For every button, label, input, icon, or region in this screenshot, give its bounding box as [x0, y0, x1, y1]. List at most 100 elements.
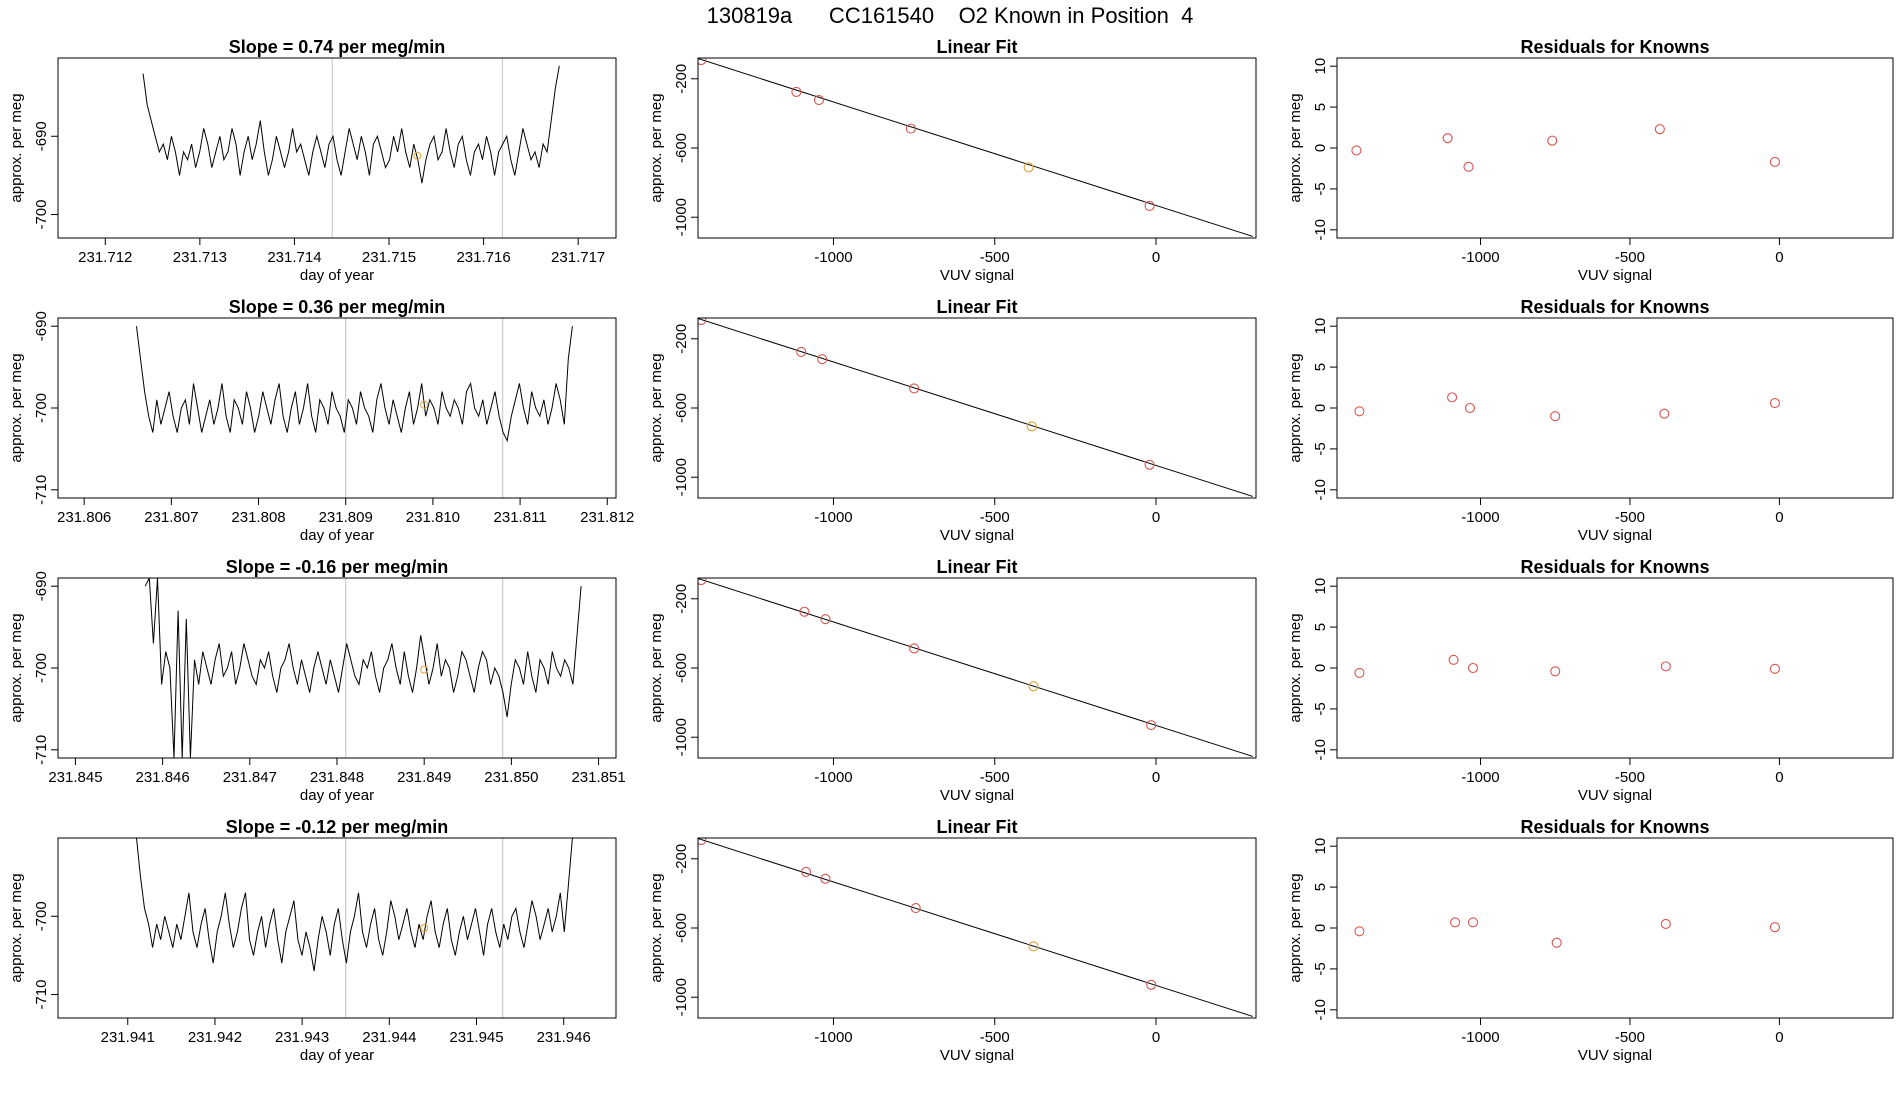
known-point: [1146, 720, 1157, 731]
x-tick-label: 231.812: [580, 509, 634, 526]
y-axis-label: approx. per meg: [8, 93, 25, 202]
x-axis-label: day of year: [300, 1047, 374, 1064]
known-point: [1450, 917, 1461, 928]
y-axis-label: approx. per meg: [8, 353, 25, 462]
known-point: [1551, 937, 1562, 948]
x-tick-label: -1000: [1461, 509, 1499, 526]
current-point-marker: [413, 151, 422, 160]
current-point: [1028, 941, 1039, 952]
y-tick-label: -600: [673, 913, 690, 943]
y-tick-label: -1000: [673, 718, 690, 756]
x-tick-label: 231.717: [551, 249, 605, 266]
x-axis-label: VUV signal: [940, 267, 1014, 284]
x-tick-label: -500: [980, 509, 1010, 526]
panel-data: [142, 65, 560, 184]
y-tick-label: -700: [33, 653, 50, 683]
data-series-line: [136, 326, 573, 443]
y-axis-label: approx. per meg: [8, 873, 25, 982]
x-tick-label: 231.850: [484, 769, 538, 786]
known-point: [799, 606, 810, 617]
x-tick-label: 0: [1152, 769, 1160, 786]
x-tick-label: 231.810: [406, 509, 460, 526]
known-point: [820, 873, 831, 884]
panel-frame: [1336, 317, 1894, 499]
known-point: [1547, 135, 1558, 146]
y-tick-label: -1000: [673, 978, 690, 1016]
panel-data: [698, 838, 1253, 1017]
y-axis-label: approx. per meg: [648, 93, 665, 202]
panel-title: Residuals for Knowns: [1520, 37, 1709, 57]
known-point: [820, 614, 831, 625]
panel-line-r2c0: Slope = -0.16 per meg/min 231.845 231.846 2…: [8, 557, 626, 804]
known-point: [1467, 662, 1479, 674]
x-tick-label: 0: [1152, 249, 1160, 266]
x-tick-label: 0: [1775, 509, 1783, 526]
panel-data: [1354, 654, 1780, 678]
known-point: [905, 123, 916, 134]
x-tick-label: 231.807: [144, 509, 198, 526]
known-point: [1146, 979, 1157, 990]
panel-title: Slope = -0.12 per meg/min: [226, 817, 449, 837]
known-point: [796, 346, 807, 357]
x-tick-label: 231.945: [449, 1029, 503, 1046]
current-point: [1028, 681, 1039, 692]
x-axis-label: VUV signal: [940, 1047, 1014, 1064]
x-tick-label: 231.715: [362, 249, 416, 266]
y-tick-label: -710: [33, 475, 50, 505]
x-tick-label: 231.808: [231, 509, 285, 526]
y-axis-label: approx. per meg: [8, 613, 25, 722]
x-axis-label: VUV signal: [1578, 787, 1652, 804]
y-tick-label: 0: [1312, 404, 1329, 412]
known-point: [1351, 145, 1362, 156]
known-point: [817, 354, 828, 365]
panel-title: Slope = 0.74 per meg/min: [229, 37, 446, 57]
panel-title: Linear Fit: [936, 557, 1017, 577]
panel-scatter-r2c2: Residuals for Knowns -1000 -500 0 10 5 0 -5 -10 V…: [1287, 557, 1894, 804]
panel-line-r3c0: Slope = -0.12 per meg/min 231.941 231.942 2…: [8, 817, 617, 1064]
x-tick-label: -500: [980, 249, 1010, 266]
known-point: [801, 866, 812, 877]
panel-title: Residuals for Knowns: [1520, 817, 1709, 837]
known-point: [1354, 926, 1365, 937]
y-tick-label: 5: [1312, 623, 1329, 631]
panel-data: [698, 58, 1253, 237]
panel-data: [698, 318, 1253, 497]
x-tick-label: 231.946: [537, 1029, 591, 1046]
panel-scatter-r0c1: Linear Fit -1000 -500 0 -200 -600 -1000 VUV sig…: [648, 37, 1257, 284]
known-point: [1448, 654, 1459, 665]
y-tick-label: 0: [1312, 924, 1329, 932]
x-tick-label: -1000: [814, 769, 852, 786]
panel-data: [144, 578, 582, 758]
y-tick-label: -710: [33, 735, 50, 765]
panel-line-r0c0: Slope = 0.74 per meg/min 231.712 231.713 23…: [8, 37, 617, 284]
known-point: [1769, 398, 1780, 409]
x-tick-label: 231.942: [188, 1029, 242, 1046]
y-tick-label: -710: [33, 980, 50, 1010]
known-point: [1654, 124, 1665, 135]
panel-data: [136, 326, 573, 443]
x-tick-label: 231.845: [48, 769, 102, 786]
y-tick-label: -5: [1312, 182, 1329, 195]
known-point: [791, 86, 802, 97]
fit-line: [698, 578, 1253, 757]
current-point: [1023, 162, 1034, 173]
data-series-line: [144, 578, 582, 758]
panel-frame: [57, 577, 617, 759]
known-point: [1144, 459, 1155, 470]
x-tick-label: 0: [1152, 509, 1160, 526]
x-tick-label: 231.851: [571, 769, 625, 786]
panel-data: [1354, 917, 1780, 948]
x-tick-label: 231.809: [319, 509, 373, 526]
panel-frame: [1336, 837, 1894, 1019]
panel-title: Residuals for Knowns: [1520, 297, 1709, 317]
x-tick-label: 231.713: [173, 249, 227, 266]
x-tick-label: -500: [1615, 1029, 1645, 1046]
y-axis-label: approx. per meg: [648, 873, 665, 982]
x-axis-label: VUV signal: [940, 787, 1014, 804]
y-tick-label: -200: [673, 64, 690, 94]
known-point: [1464, 402, 1476, 414]
y-tick-label: -5: [1312, 702, 1329, 715]
y-tick-label: -5: [1312, 442, 1329, 455]
x-tick-label: 231.941: [101, 1029, 155, 1046]
fit-line: [698, 58, 1253, 237]
